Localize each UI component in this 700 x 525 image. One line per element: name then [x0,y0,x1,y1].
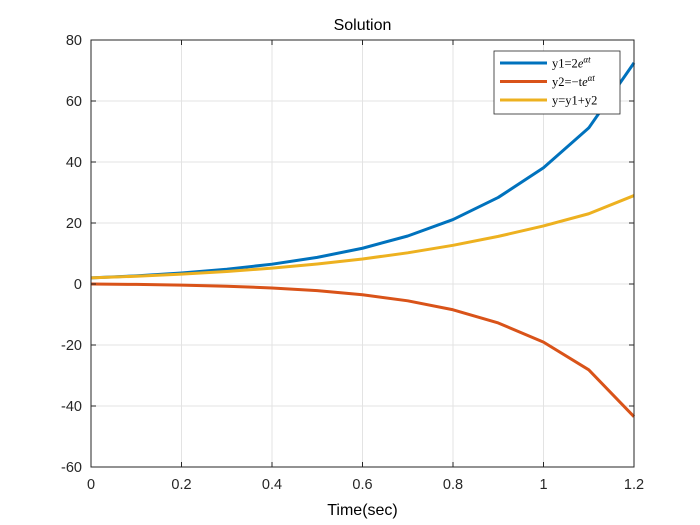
legend-entry-y2: y2=−teαt [500,73,595,89]
y-tick-label: 40 [66,155,82,171]
y-tick-label: -60 [61,460,82,476]
series-layer [90,62,636,418]
x-tick-label: 0.2 [171,477,191,493]
legend-label: y=y1+y2 [552,94,597,108]
x-axis-label: Time(sec) [327,502,398,519]
legend-label: y1=2eαt [552,55,591,71]
series-line-y2 [90,282,636,418]
y-tick-label: -40 [61,399,82,415]
x-tick-label: 0.8 [443,477,463,493]
y-tick-label: 80 [66,33,82,49]
y-tick-label: 60 [66,94,82,110]
series-line-y [90,194,635,280]
legend-label: y2=−teαt [552,73,595,89]
ticks: 0 0.2 0.4 0.6 0.8 1 1.2 -60 -40 -20 0 20 40 60 80 [61,33,644,493]
x-tick-label: 1 [539,477,547,493]
legend: y1=2eαt y2=−teαt y=y1+y2 [493,50,621,115]
legend-entry-y1: y1=2eαt [500,55,591,71]
x-tick-label: 0.4 [262,477,282,493]
x-tick-label: 0 [87,477,95,493]
x-tick-label: 1.2 [624,477,644,493]
x-tick-label: 0.6 [352,477,372,493]
chart-title: Solution [334,17,392,34]
y-tick-label: -20 [61,338,82,354]
y-tick-label: 20 [66,216,82,232]
legend-entry-y: y=y1+y2 [500,94,597,108]
y-tick-label: 0 [74,277,82,293]
